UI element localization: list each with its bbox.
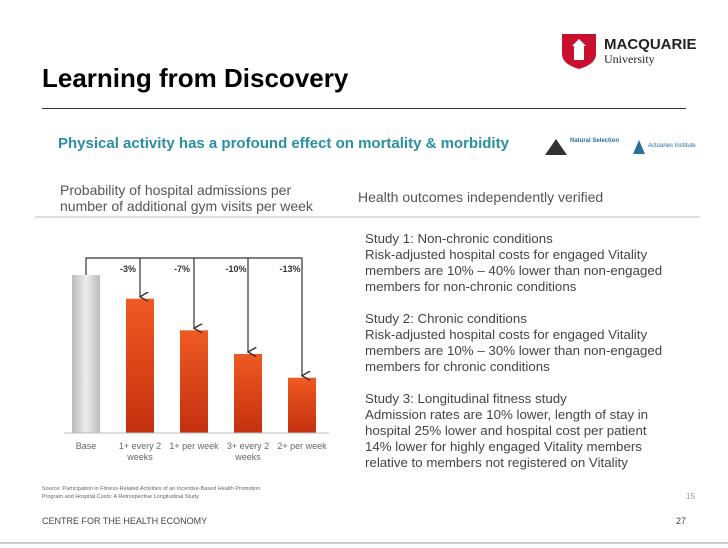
study-line: 14% lower for highly engaged Vitality me… xyxy=(365,439,642,454)
study-line: hospital 25% lower and hospital cost per… xyxy=(365,423,647,438)
study-line: members for non-chronic conditions xyxy=(365,279,577,294)
chart-title-line: number of additional gym visits per week xyxy=(60,198,313,214)
annotation: -3% xyxy=(120,264,136,274)
panel-page: 15 xyxy=(686,492,695,501)
partner-icon xyxy=(545,139,567,155)
x-tick-label: 3+ every 2 weeks xyxy=(226,441,270,462)
bottom-rule xyxy=(0,542,728,544)
study: Study 3: Longitudinal fitness study Admis… xyxy=(365,391,662,471)
source-line: Program and Hospital Costs: A Retrospect… xyxy=(42,494,199,500)
study-line: members are 10% – 30% lower than non-eng… xyxy=(365,343,663,358)
footer-right: 27 xyxy=(676,516,687,526)
annotation: -7% xyxy=(174,264,190,274)
study: Study 1: Non-chronic conditions Risk-adju… xyxy=(365,231,662,295)
study-line: Study 3: Longitudinal fitness study xyxy=(365,391,567,406)
x-tick-label: 1+ per week xyxy=(169,441,219,451)
bar xyxy=(72,275,100,433)
right-heading: Health outcomes independently verified xyxy=(358,189,604,205)
partner-2: Actuaries Institute xyxy=(648,143,696,149)
chart-title-line: Probability of hospital admissions per xyxy=(60,182,292,198)
footer-left: CENTRE FOR THE HEALTH ECONOMY xyxy=(42,516,208,526)
partner-1: Natural Selection xyxy=(570,138,620,144)
x-tick-label: 1+ every 2 weeks xyxy=(118,441,162,462)
study-line: Study 2: Chronic conditions xyxy=(365,311,527,326)
title-rule xyxy=(42,108,686,109)
logo-shield xyxy=(562,34,596,69)
study-line: Risk-adjusted hospital costs for engaged… xyxy=(365,327,648,342)
x-tick-label: Base xyxy=(75,441,97,451)
chart-title: Probability of hospital admissions per n… xyxy=(60,182,313,214)
bar xyxy=(180,330,208,433)
study-line: Risk-adjusted hospital costs for engaged… xyxy=(365,247,648,262)
logo-name: MACQUARIE xyxy=(604,36,697,53)
studies: Study 1: Non-chronic conditions Risk-adju… xyxy=(365,231,662,471)
study-line: members for chronic conditions xyxy=(365,359,550,374)
study-line: Admission rates are 10% lower, length of… xyxy=(365,407,649,422)
x-tick-label: 2+ per week xyxy=(277,441,327,451)
source: Source: Participation in Fitness-Related… xyxy=(42,485,260,501)
study-line: Study 1: Non-chronic conditions xyxy=(365,231,553,246)
study-line: relative to members not registered on Vi… xyxy=(365,455,628,470)
bar xyxy=(288,377,316,433)
annotation: -10% xyxy=(225,264,246,274)
slide-title: Learning from Discovery xyxy=(42,63,349,93)
connector xyxy=(85,257,302,275)
bar xyxy=(126,298,154,433)
source-line: Source: Participation in Fitness-Related… xyxy=(42,486,261,492)
panel-headline: Physical activity has a profound effect … xyxy=(58,135,509,152)
study-line: members are 10% – 40% lower than non-eng… xyxy=(365,263,663,278)
panel-rule xyxy=(35,216,700,218)
logo-sub: University xyxy=(604,52,655,66)
annotation: -13% xyxy=(279,264,300,274)
study: Study 2: Chronic conditions Risk-adjusted… xyxy=(365,311,662,375)
bar xyxy=(234,354,262,433)
partner-icon xyxy=(633,140,645,154)
